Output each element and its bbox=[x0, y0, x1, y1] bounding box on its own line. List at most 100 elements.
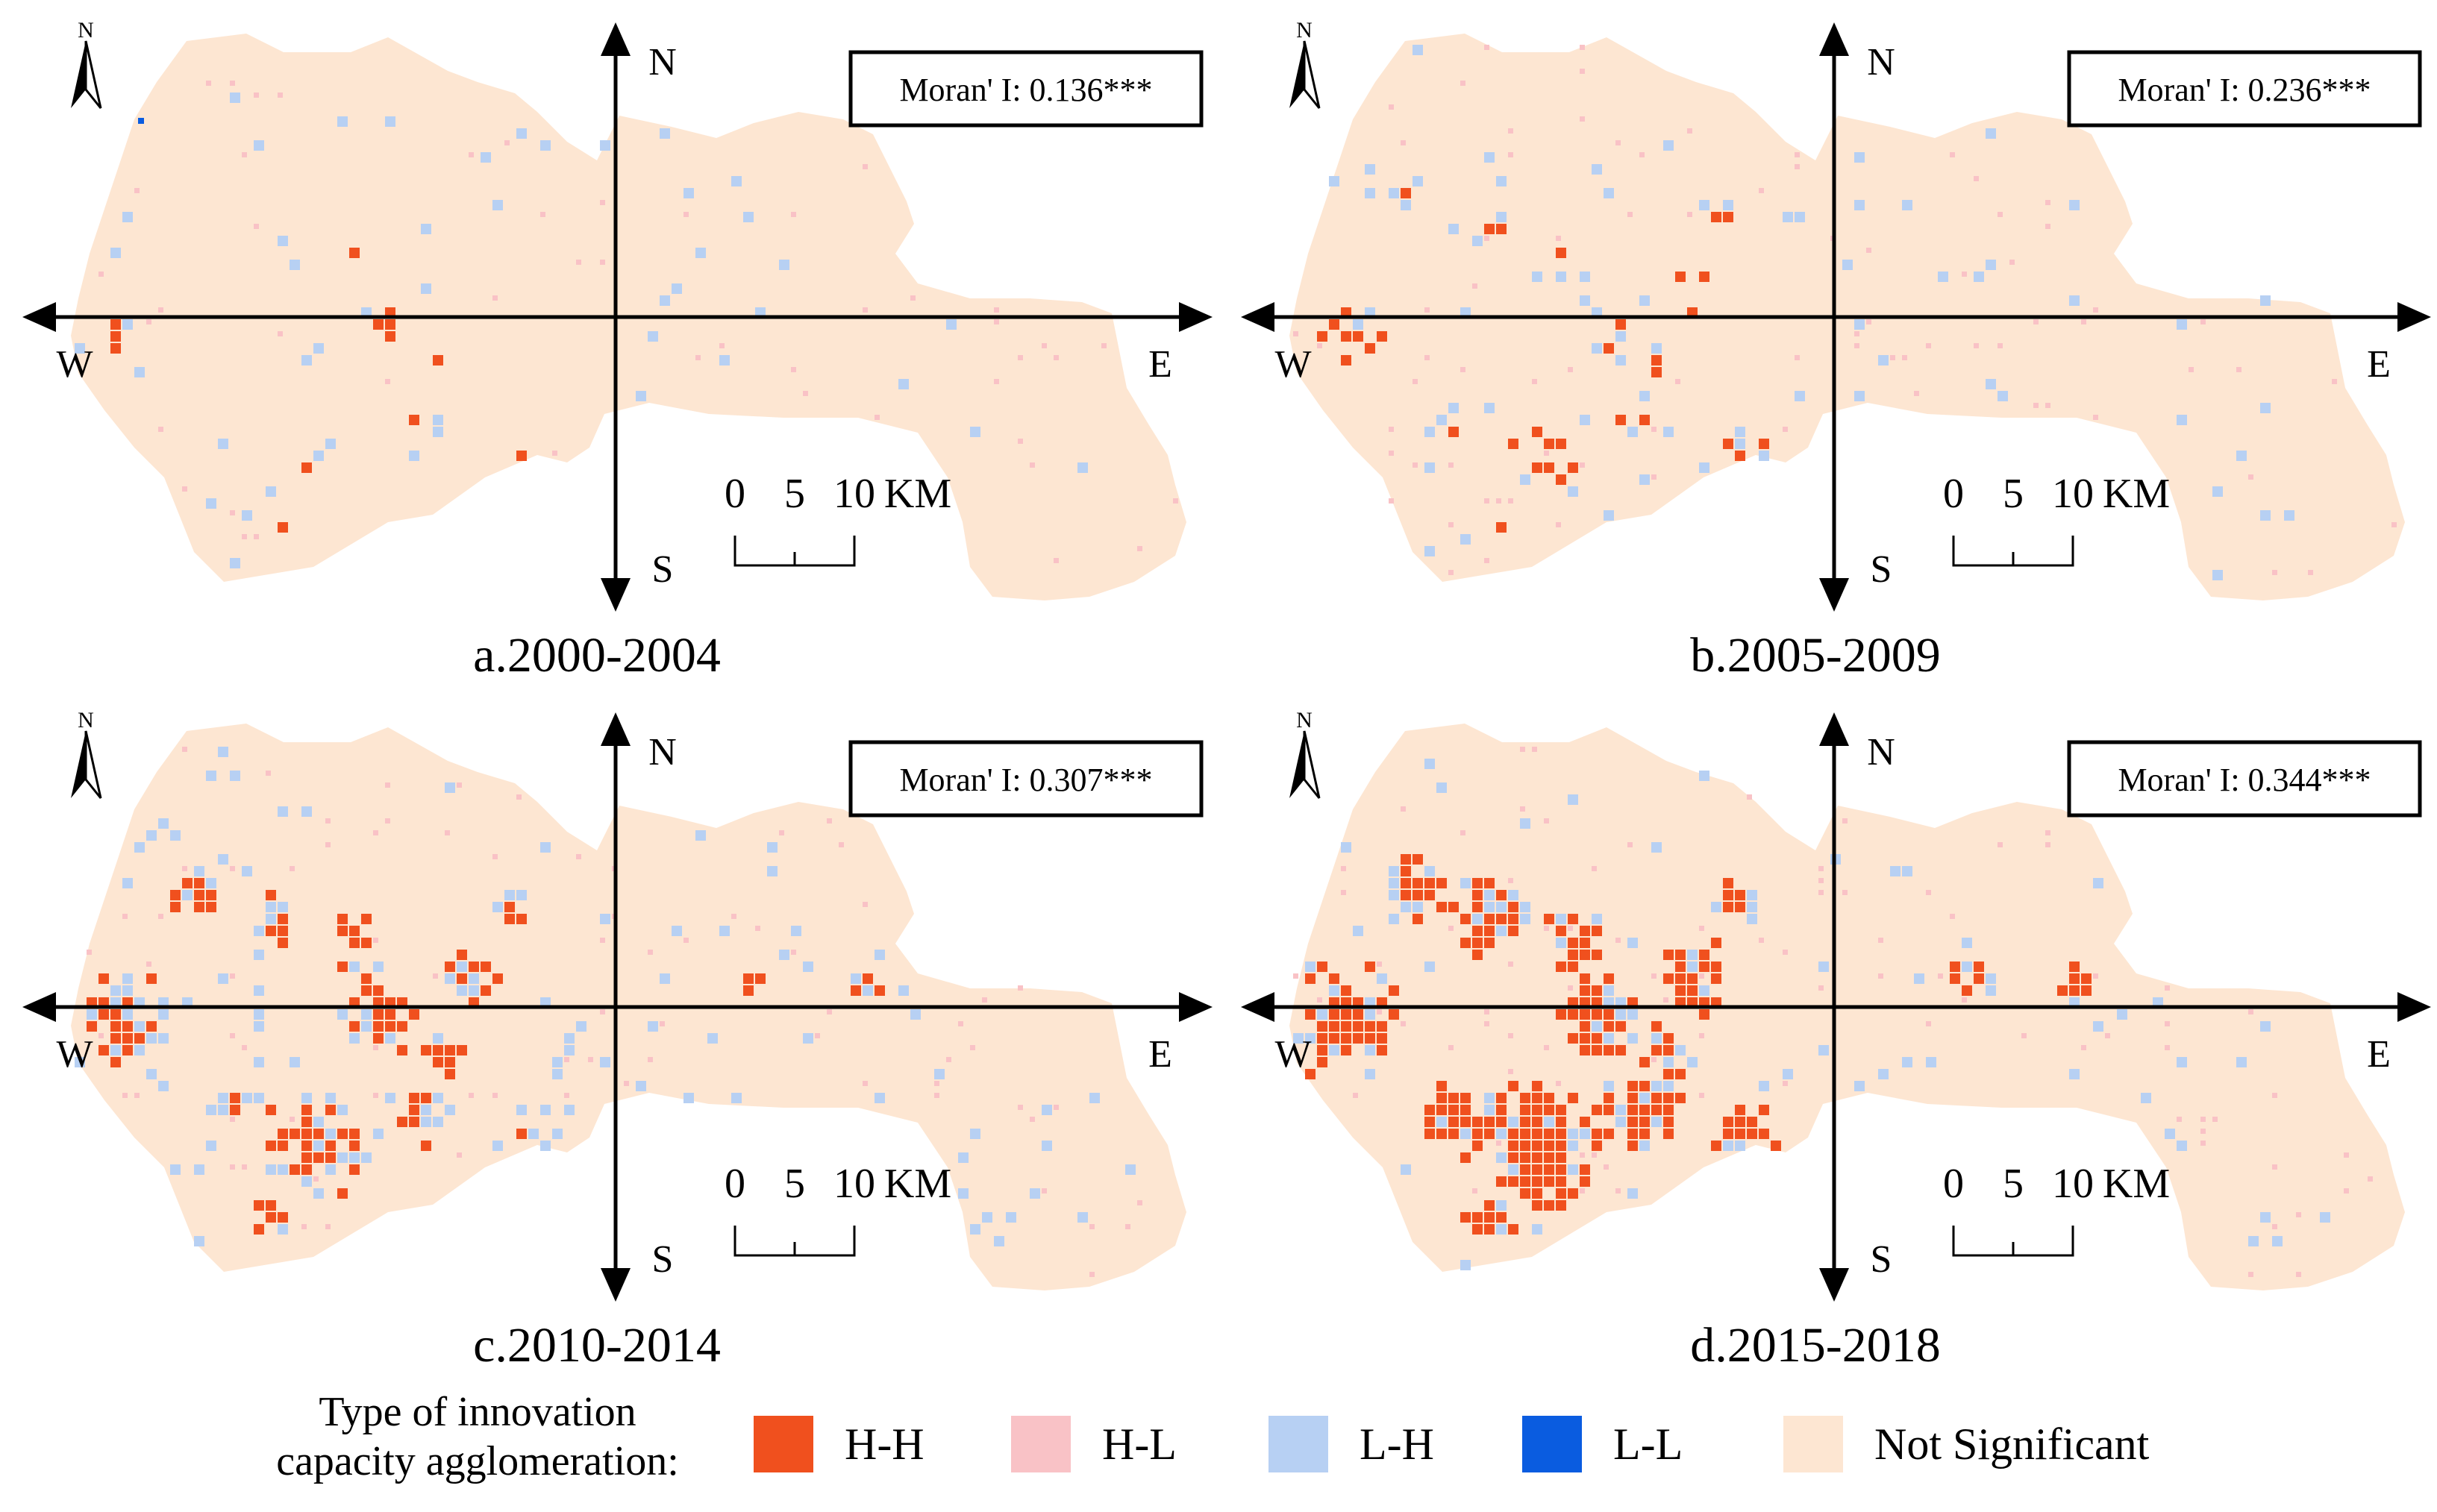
cell-lh bbox=[1006, 1212, 1016, 1223]
cell-hl bbox=[1341, 866, 1346, 871]
cell-hh bbox=[1556, 439, 1566, 449]
cell-lh bbox=[2093, 878, 2103, 888]
cell-hl bbox=[1568, 985, 1573, 991]
cell-lh bbox=[2320, 1212, 2330, 1223]
cell-lh bbox=[1639, 1141, 1650, 1151]
cell-hh bbox=[1532, 1093, 1542, 1103]
cell-lh bbox=[1592, 164, 1602, 175]
cell-hh bbox=[1663, 950, 1674, 960]
scale-unit: KM bbox=[884, 1161, 951, 1207]
cell-hh bbox=[1699, 950, 1709, 960]
cell-lh bbox=[1627, 938, 1638, 948]
cell-lh bbox=[254, 926, 264, 936]
cell-lh bbox=[1568, 1129, 1578, 1139]
cell-hh bbox=[1687, 985, 1698, 996]
cell-hl bbox=[1854, 343, 1859, 348]
cell-lh bbox=[337, 1105, 348, 1115]
cell-hl bbox=[1627, 212, 1633, 217]
cell-hl bbox=[1818, 866, 1824, 871]
cell-lh bbox=[1604, 188, 1614, 198]
cell-hh bbox=[1508, 1152, 1518, 1163]
cell-lh bbox=[1962, 938, 1972, 948]
cell-hl bbox=[779, 830, 784, 835]
cell-hh bbox=[373, 1021, 384, 1032]
cell-lh bbox=[1735, 439, 1745, 449]
axis-label-east: E bbox=[1148, 1033, 1172, 1076]
cell-lh bbox=[2177, 319, 2187, 330]
cell-hh bbox=[325, 1105, 336, 1115]
cell-hl bbox=[1484, 498, 1489, 504]
cell-hl bbox=[1030, 462, 1035, 468]
cell-lh bbox=[1639, 391, 1650, 401]
axes bbox=[22, 712, 1213, 1302]
panel-caption: d.2015-2018 bbox=[1690, 1318, 1940, 1373]
cell-hl bbox=[230, 510, 235, 515]
cell-hh bbox=[1484, 878, 1495, 888]
cell-hh bbox=[337, 926, 348, 936]
cell-hl bbox=[576, 260, 581, 265]
cell-hh bbox=[1436, 1093, 1447, 1103]
cell-hh bbox=[349, 1021, 360, 1032]
cell-hl bbox=[1675, 379, 1680, 384]
cell-hh bbox=[1735, 1105, 1745, 1115]
legend-swatch-ll bbox=[1522, 1416, 1582, 1472]
cell-hh bbox=[743, 973, 754, 984]
cell-hl bbox=[1568, 926, 1573, 931]
cell-hl bbox=[994, 307, 999, 313]
cell-hh bbox=[1580, 938, 1590, 948]
cell-lh bbox=[2212, 570, 2223, 580]
cell-hl bbox=[2093, 973, 2098, 979]
cell-hl bbox=[1950, 152, 1955, 157]
cell-hl bbox=[182, 866, 187, 871]
cell-hh bbox=[1377, 1045, 1387, 1055]
cell-lh bbox=[1580, 295, 1590, 306]
cell-hl bbox=[1866, 248, 1871, 253]
cell-lh bbox=[1436, 1117, 1447, 1127]
cell-hh bbox=[278, 938, 288, 948]
cell-hh bbox=[1353, 1009, 1363, 1020]
cell-hh bbox=[421, 1045, 431, 1055]
axis-label-south: S bbox=[652, 1238, 674, 1281]
cell-hl bbox=[1926, 1021, 1931, 1026]
cell-hh bbox=[1580, 1009, 1590, 1020]
cell-lh bbox=[1902, 866, 1912, 876]
cell-lh bbox=[1651, 842, 1662, 853]
cell-lh bbox=[1556, 272, 1566, 282]
cell-hl bbox=[1042, 343, 1047, 348]
cell-hh bbox=[1389, 1009, 1399, 1020]
cell-hh bbox=[1711, 973, 1721, 984]
cell-lh bbox=[433, 1033, 443, 1044]
legend-label-hl: H-L bbox=[1102, 1419, 1177, 1469]
cell-lh bbox=[325, 439, 336, 449]
cell-hl bbox=[206, 81, 211, 86]
cell-lh bbox=[1687, 950, 1698, 960]
cell-hl bbox=[1424, 307, 1430, 313]
cell-hh bbox=[504, 914, 515, 924]
cell-hh bbox=[1401, 188, 1411, 198]
cell-hh bbox=[1472, 1224, 1483, 1235]
cell-hh bbox=[1532, 462, 1542, 473]
cell-hh bbox=[110, 331, 121, 342]
cell-hh bbox=[206, 902, 216, 912]
axis-label-west: W bbox=[1274, 343, 1311, 386]
cell-hl bbox=[982, 997, 987, 1003]
cell-lh bbox=[254, 985, 264, 996]
cell-lh bbox=[779, 260, 789, 270]
cell-hl bbox=[230, 1164, 235, 1170]
cell-hh bbox=[1544, 1129, 1554, 1139]
cell-hl bbox=[1496, 498, 1501, 504]
cell-lh bbox=[170, 1164, 181, 1175]
cell-hh bbox=[1723, 890, 1733, 900]
cell-hl bbox=[683, 938, 689, 943]
cell-lh bbox=[863, 985, 873, 996]
cell-hl bbox=[2081, 1045, 2086, 1050]
cell-hh bbox=[1472, 878, 1483, 888]
cell-hh bbox=[1436, 878, 1447, 888]
cell-hl bbox=[1460, 830, 1465, 835]
cell-hl bbox=[1484, 558, 1489, 563]
cell-hh bbox=[1329, 319, 1339, 330]
map-d: N N S W E Moran' I: 0.344*** 0 5 10 KM d.2015-2018 bbox=[1241, 708, 2431, 1373]
cell-lh bbox=[75, 1057, 85, 1067]
cell-hl bbox=[1795, 152, 1800, 157]
cell-hl bbox=[1651, 427, 1657, 432]
